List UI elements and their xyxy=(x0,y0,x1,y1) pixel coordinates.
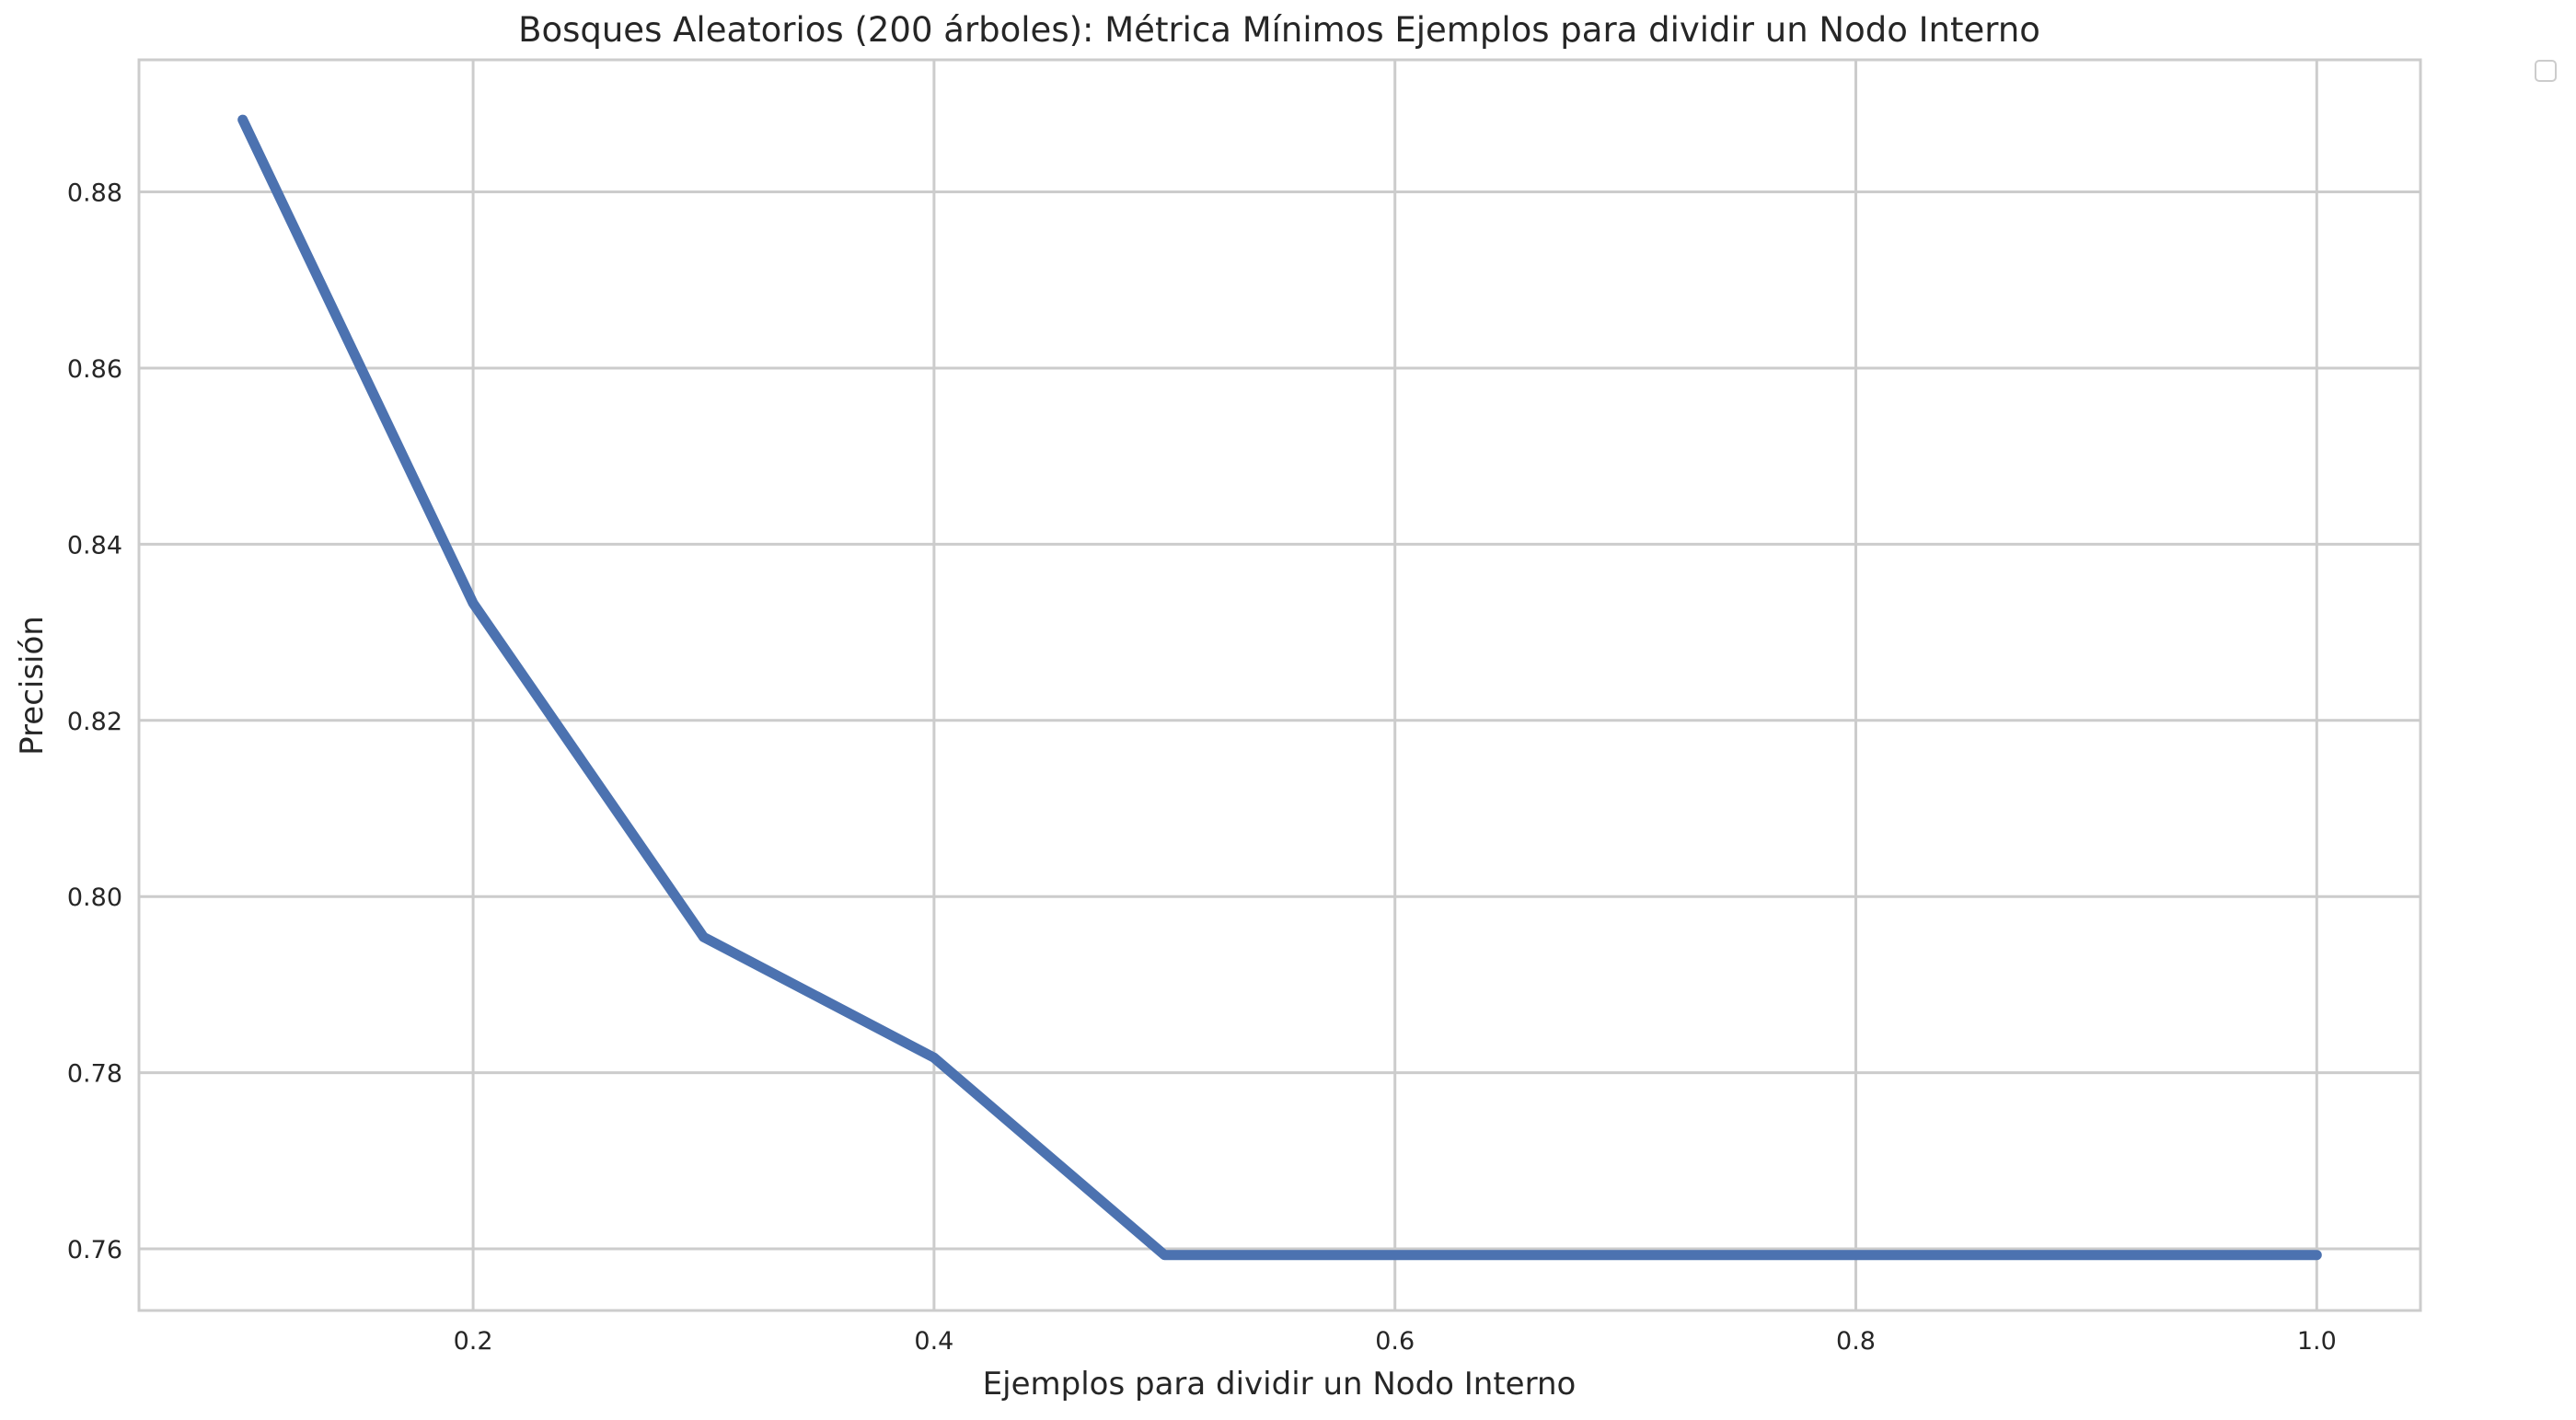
series-line xyxy=(237,114,2322,1261)
legend-box xyxy=(2535,60,2557,82)
chart-title: Bosques Aleatorios (200 árboles): Métric… xyxy=(518,10,2040,50)
y-tick-label: 0.82 xyxy=(67,708,122,736)
y-tick-label: 0.78 xyxy=(67,1060,122,1089)
y-tick-label: 0.76 xyxy=(67,1236,122,1264)
y-tick-label: 0.84 xyxy=(67,531,122,560)
tick-labels: 0.2 0.4 0.6 0.8 1.0 0.76 0.78 0.80 0.82 0.84 0.86 0… xyxy=(67,179,2337,1356)
y-tick-label: 0.88 xyxy=(67,179,122,208)
plot-frame xyxy=(137,58,2422,1312)
x-tick-label: 1.0 xyxy=(2297,1327,2337,1356)
y-axis-label: Precisión xyxy=(14,616,51,756)
x-tick-label: 0.8 xyxy=(1836,1327,1876,1356)
y-tick-label: 0.86 xyxy=(67,355,122,384)
x-tick-label: 0.4 xyxy=(914,1327,953,1356)
x-tick-label: 0.2 xyxy=(454,1327,493,1356)
x-tick-label: 0.6 xyxy=(1375,1327,1415,1356)
series-layer xyxy=(237,114,2322,1261)
grid-lines xyxy=(139,60,2420,1310)
x-axis-label: Ejemplos para dividir un Nodo Interno xyxy=(983,1366,1577,1403)
y-tick-label: 0.80 xyxy=(67,883,122,912)
